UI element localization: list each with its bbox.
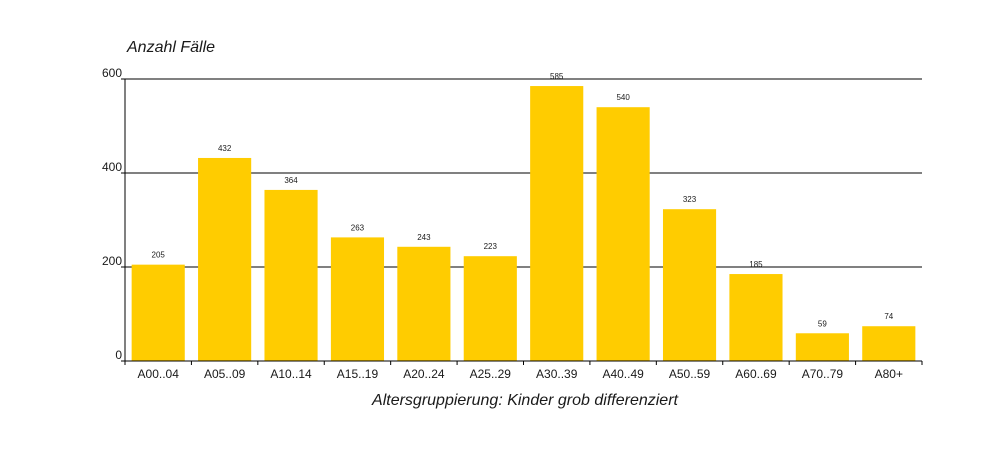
x-tick-label: A10..14 [270, 367, 312, 381]
x-tick-label: A60..69 [735, 367, 777, 381]
x-tick-label: A15..19 [337, 367, 379, 381]
bar [264, 189, 318, 361]
bar [795, 333, 849, 361]
y-tick-label: 200 [102, 254, 122, 268]
data-label: 323 [683, 195, 697, 204]
data-labels: 205 432 364 263 243 223 585 540 323 185 59 74 [152, 72, 894, 328]
bar [596, 107, 650, 361]
axes [121, 78, 923, 365]
data-label: 540 [616, 93, 630, 102]
gridlines [125, 78, 922, 268]
bar [463, 256, 517, 361]
x-tick-label: A40..49 [602, 367, 644, 381]
data-label: 223 [484, 242, 498, 251]
data-label: 364 [284, 176, 298, 185]
data-label: 205 [152, 251, 166, 260]
x-tick-label: A25..29 [470, 367, 512, 381]
bar [131, 264, 185, 361]
bar [397, 246, 451, 361]
x-tick-label: A00..04 [138, 367, 180, 381]
data-label: 243 [417, 233, 431, 242]
y-tick-label: 0 [115, 348, 122, 362]
y-tick-label: 400 [102, 160, 122, 174]
data-label: 432 [218, 144, 232, 153]
bar [330, 237, 385, 361]
x-tick-label: A80+ [875, 367, 903, 381]
x-axis-title: Altersgruppierung: Kinder grob differenz… [371, 392, 679, 409]
data-label: 59 [818, 319, 827, 328]
data-label: 263 [351, 223, 365, 232]
y-tick-label: 600 [102, 66, 122, 80]
bar [198, 157, 252, 361]
data-label: 585 [550, 72, 564, 81]
bar [530, 86, 584, 362]
x-tick-label: A20..24 [403, 367, 445, 381]
y-tick-labels: 0 200 400 600 [102, 66, 122, 362]
x-tick-labels: A00..04 A05..09 A10..14 A15..19 A20..24 A25..… [138, 367, 903, 381]
bar [662, 209, 717, 361]
bar [862, 326, 916, 361]
data-label: 185 [749, 260, 763, 269]
x-tick-label: A05..09 [204, 367, 246, 381]
bar [729, 274, 783, 361]
x-tick-label: A70..79 [802, 367, 844, 381]
x-tick-label: A50..59 [669, 367, 711, 381]
y-axis-title: Anzahl Fälle [126, 39, 215, 56]
data-label: 74 [884, 312, 893, 321]
x-tick-label: A30..39 [536, 367, 578, 381]
bars [131, 86, 916, 362]
